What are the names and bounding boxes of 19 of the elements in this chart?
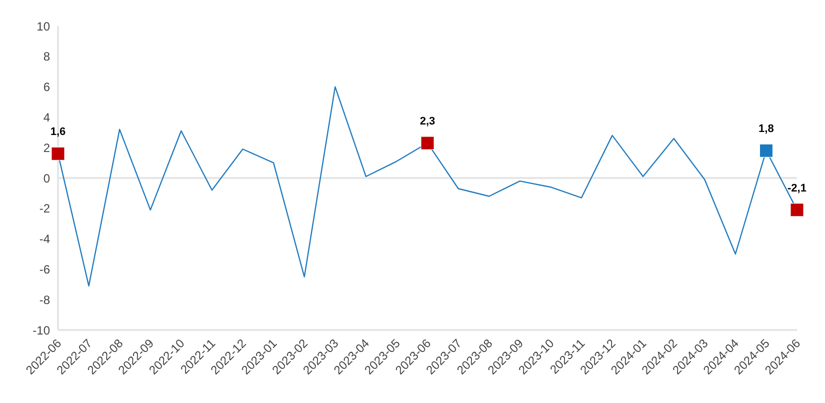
y-tick-label: -8 — [39, 292, 50, 307]
y-tick-label: 8 — [43, 50, 50, 64]
data-label: 1,8 — [758, 123, 774, 136]
point — [790, 203, 804, 217]
y-tick-label: -6 — [39, 262, 50, 276]
y-tick-label: 6 — [43, 80, 50, 94]
point — [420, 136, 434, 150]
y-tick-label: 4 — [43, 110, 50, 124]
y-tick-label: -10 — [32, 323, 50, 338]
y-tick-label: 2 — [43, 140, 50, 155]
point — [51, 146, 65, 160]
data-label: 1,6 — [50, 126, 66, 138]
y-tick-label: -4 — [39, 232, 50, 246]
y-tick-label: 10 — [36, 19, 50, 34]
y-tick-label: 0 — [43, 171, 50, 186]
data-label: -2,1 — [788, 182, 806, 194]
data-label: 2,3 — [420, 116, 436, 128]
y-tick-label: -2 — [39, 202, 50, 216]
point — [759, 144, 773, 158]
